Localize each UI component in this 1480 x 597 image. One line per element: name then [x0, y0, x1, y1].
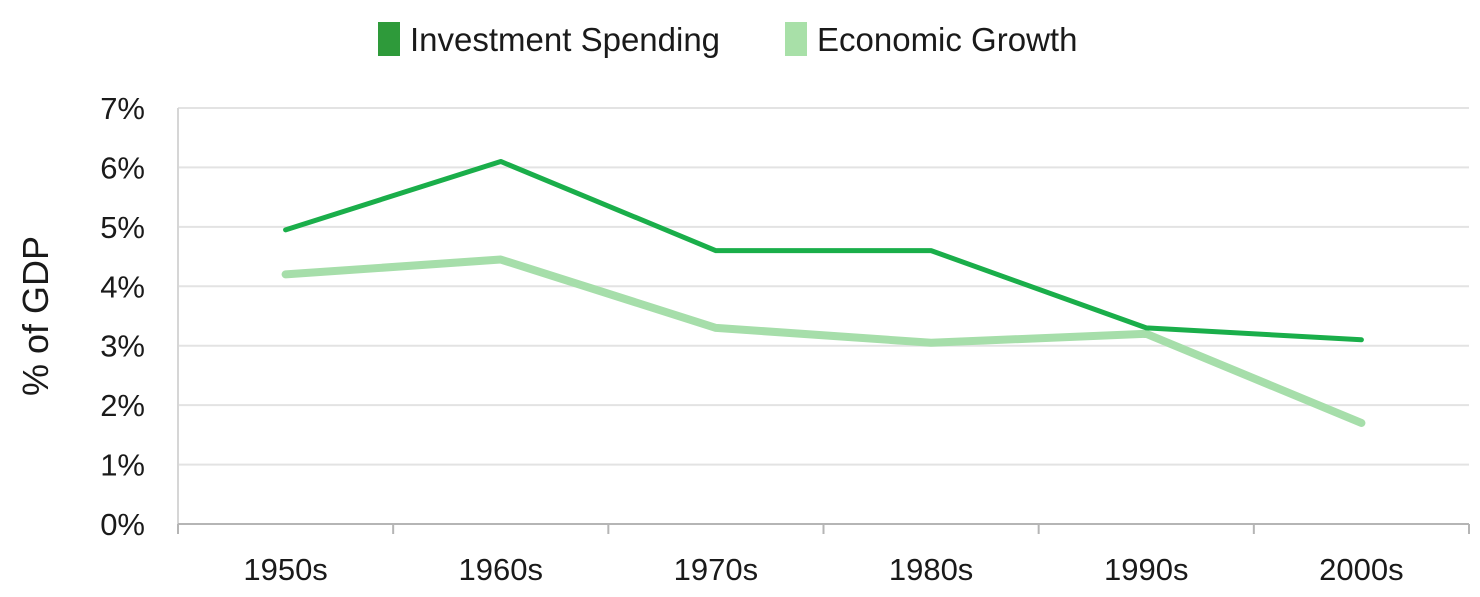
- y-tick-label: 1%: [100, 448, 145, 483]
- series-lines: [281, 158, 1366, 427]
- y-tick-label: 6%: [100, 150, 145, 185]
- y-tick-label: 2%: [100, 388, 145, 423]
- y-tick-label: 7%: [100, 91, 145, 126]
- y-axis-label: % of GDP: [15, 236, 56, 396]
- x-tick-label: 1950s: [243, 552, 327, 587]
- x-tick-label: 1970s: [674, 552, 758, 587]
- y-tick-label: 3%: [100, 329, 145, 364]
- x-tick-label: 1990s: [1104, 552, 1188, 587]
- series-line-economic-growth: [281, 255, 1366, 427]
- legend-swatch: [785, 22, 807, 56]
- legend-label: Investment Spending: [410, 21, 720, 58]
- x-tick-label: 1960s: [459, 552, 543, 587]
- y-axis: 0% 1% 2% 3% 4% 5% 6% 7%: [100, 91, 145, 542]
- y-tick-label: 4%: [100, 269, 145, 304]
- legend: Investment Spending Economic Growth: [378, 21, 1077, 58]
- series-line-investment-spending: [283, 158, 1364, 343]
- legend-item: Investment Spending: [378, 21, 720, 58]
- y-tick-label: 0%: [100, 507, 145, 542]
- legend-item: Economic Growth: [785, 21, 1077, 58]
- y-tick-label: 5%: [100, 210, 145, 245]
- x-tick-label: 1980s: [889, 552, 973, 587]
- legend-label: Economic Growth: [817, 21, 1077, 58]
- x-axis: 1950s 1960s 1970s 1980s 1990s 2000s: [177, 108, 1470, 587]
- legend-swatch: [378, 22, 400, 56]
- gridlines: [178, 107, 1469, 466]
- x-tick-label: 2000s: [1319, 552, 1403, 587]
